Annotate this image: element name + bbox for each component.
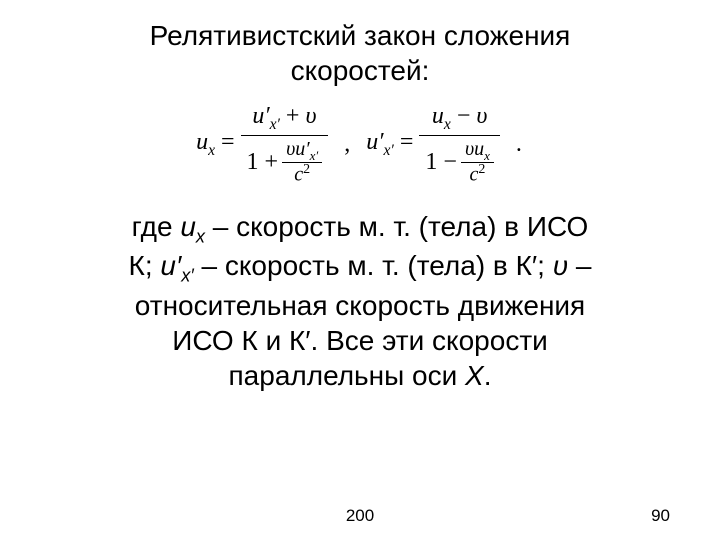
body-l5a: параллельны оси <box>229 360 465 391</box>
body-l2c: – <box>568 250 591 281</box>
eq2-subfraction: υux c2 <box>461 139 494 185</box>
eq1-sf-b-sub: x′ <box>310 148 319 163</box>
footer-page-number: 90 <box>651 506 670 526</box>
eq2-num-op: − <box>457 103 471 129</box>
eq1-num-a: u′ <box>252 103 269 129</box>
body-l2b: – скорость м. т. (тела) в К′; <box>194 250 553 281</box>
body-X: X <box>465 360 484 391</box>
eq1-lhs-sub: x <box>208 142 215 159</box>
fraction-bar <box>241 135 329 136</box>
eq1-num-b: υ <box>305 103 316 129</box>
eq1-subfraction: υu′x′ c2 <box>282 139 322 185</box>
eq1-numerator: u′x′ + υ <box>246 102 322 134</box>
body-l1b: – скорость м. т. (тела) в ИСО <box>205 211 588 242</box>
eq2-sf-b-sub: x <box>484 148 490 163</box>
eq2-denominator: 1 − υux c2 <box>419 137 500 187</box>
body-upx-sub: x′ <box>181 266 194 286</box>
eq1-fraction: u′x′ + υ 1 + υu′x′ c2 <box>241 102 329 187</box>
body-v: υ <box>553 250 568 281</box>
eq2-lhs-base: u′ <box>366 129 383 155</box>
eq2-fraction: ux − υ 1 − υux c2 <box>419 102 500 187</box>
body-l3: относительная скорость движения <box>135 290 585 321</box>
formula-period: . <box>514 131 524 158</box>
separator-comma: , <box>342 131 352 158</box>
title-line-2: скоростей: <box>291 55 430 86</box>
eq2-lhs-sub: x′ <box>384 142 394 159</box>
body-l4: ИСО К и К′. Все эти скорости <box>172 325 548 356</box>
equation-2: u′x′ = ux − υ 1 − υux <box>366 102 500 187</box>
eq1-denominator: 1 + υu′x′ c2 <box>241 137 329 187</box>
eq2-sf-b: u <box>474 138 484 160</box>
equation-1: ux = u′x′ + υ 1 + υu′x′ <box>196 102 328 187</box>
body-ux-sub: x <box>196 227 205 247</box>
eq2-subfrac-num: υux <box>461 139 494 162</box>
fraction-bar <box>419 135 500 136</box>
eq2-sf-a: υ <box>465 138 474 160</box>
eq1-lhs-base: u <box>196 129 208 155</box>
eq1-sf-a: υ <box>286 138 295 160</box>
equals-sign: = <box>221 129 235 155</box>
eq2-num-b: υ <box>476 103 487 129</box>
eq1-lhs: ux = <box>196 129 234 160</box>
formula-row: ux = u′x′ + υ 1 + υu′x′ <box>40 102 680 187</box>
slide-title: Релятивистский закон сложения скоростей: <box>40 18 680 88</box>
eq2-numerator: ux − υ <box>426 102 493 134</box>
footer-center: 200 <box>0 506 720 526</box>
eq2-sf-den-sup: 2 <box>478 162 485 177</box>
eq1-num-op: + <box>286 103 300 129</box>
body-ux: u <box>180 211 196 242</box>
body-l2a: К; <box>129 250 161 281</box>
eq2-subfrac-den: c2 <box>465 163 489 185</box>
slide: Релятивистский закон сложения скоростей:… <box>0 0 720 540</box>
body-text: где ux – скорость м. т. (тела) в ИСО К; … <box>40 209 680 393</box>
eq2-den-lead: 1 − <box>425 150 457 174</box>
eq1-subfrac-num: υu′x′ <box>282 139 322 162</box>
eq2-num-a-sub: x <box>444 116 451 133</box>
eq1-den-lead: 1 + <box>247 150 279 174</box>
eq2-num-a: u <box>432 103 444 129</box>
body-l1a: где <box>132 211 181 242</box>
eq1-sf-den-sup: 2 <box>303 162 310 177</box>
title-line-1: Релятивистский закон сложения <box>150 20 571 51</box>
eq1-sf-den-base: c <box>294 164 303 186</box>
body-upx: u′ <box>160 250 181 281</box>
eq1-sf-b: u′ <box>295 138 309 160</box>
eq2-lhs: u′x′ = <box>366 129 413 160</box>
equals-sign: = <box>400 129 414 155</box>
body-l5b: . <box>484 360 492 391</box>
eq1-subfrac-den: c2 <box>290 163 314 185</box>
eq1-num-a-sub: x′ <box>270 116 280 133</box>
